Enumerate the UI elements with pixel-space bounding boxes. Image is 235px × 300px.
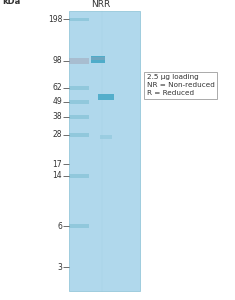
Bar	[69, 58, 89, 64]
Bar	[69, 100, 89, 103]
Bar	[69, 115, 89, 118]
Bar	[69, 224, 89, 228]
Text: 3: 3	[57, 262, 62, 272]
Text: 28: 28	[53, 130, 62, 140]
Text: 62: 62	[53, 83, 62, 92]
Bar	[69, 133, 89, 137]
Text: kDa: kDa	[2, 0, 21, 6]
Bar	[69, 174, 89, 178]
Bar	[100, 135, 112, 139]
Bar	[69, 11, 140, 291]
Text: 2.5 μg loading
NR = Non-reduced
R = Reduced: 2.5 μg loading NR = Non-reduced R = Redu…	[147, 74, 215, 96]
Text: 14: 14	[53, 172, 62, 181]
Text: 38: 38	[53, 112, 62, 122]
Bar	[69, 58, 89, 64]
Text: 198: 198	[48, 15, 62, 24]
Text: 6: 6	[57, 222, 62, 231]
Text: NR: NR	[91, 0, 104, 9]
Bar	[69, 86, 89, 90]
Bar	[90, 57, 105, 60]
Text: 49: 49	[53, 98, 62, 106]
Bar	[90, 56, 105, 63]
Text: 98: 98	[53, 56, 62, 65]
Bar	[98, 94, 114, 100]
Text: R: R	[103, 0, 110, 9]
Bar	[69, 18, 89, 21]
Text: 17: 17	[53, 160, 62, 169]
